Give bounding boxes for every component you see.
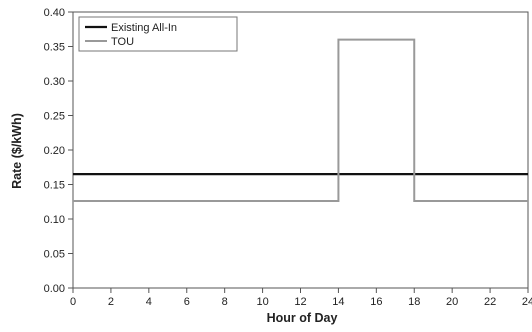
x-tick-label: 22 — [484, 296, 496, 308]
y-tick-label: 0.10 — [44, 214, 65, 226]
x-tick-label: 20 — [446, 296, 458, 308]
y-tick-label: 0.15 — [44, 180, 65, 192]
y-axis-label: Rate ($/kWh) — [10, 113, 24, 189]
x-tick-label: 10 — [256, 296, 268, 308]
y-tick-label: 0.20 — [44, 145, 65, 157]
x-axis-label: Hour of Day — [267, 311, 338, 325]
y-tick-label: 0.25 — [44, 111, 65, 123]
x-tick-label: 0 — [70, 296, 76, 308]
x-tick-label: 18 — [408, 296, 420, 308]
x-tick-label: 14 — [332, 296, 344, 308]
x-tick-label: 4 — [146, 296, 152, 308]
x-tick-label: 16 — [370, 296, 382, 308]
series-line-tou — [73, 38, 528, 203]
y-tick-label: 0.40 — [44, 7, 65, 19]
legend-label-existing-all-in: Existing All-In — [111, 22, 177, 34]
legend-label-tou: TOU — [111, 36, 134, 48]
y-tick-label: 0.05 — [44, 249, 65, 261]
legend-box — [78, 16, 238, 52]
x-tick-label: 8 — [222, 296, 228, 308]
y-tick-label: 0.30 — [44, 76, 65, 88]
x-tick-label: 6 — [184, 296, 190, 308]
x-tick-label: 24 — [522, 296, 532, 308]
y-tick-label: 0.35 — [44, 42, 65, 54]
x-tick-label: 2 — [108, 296, 114, 308]
x-tick-label: 12 — [294, 296, 306, 308]
plot-area-frame — [72, 11, 529, 289]
y-tick-label: 0.00 — [44, 283, 65, 295]
